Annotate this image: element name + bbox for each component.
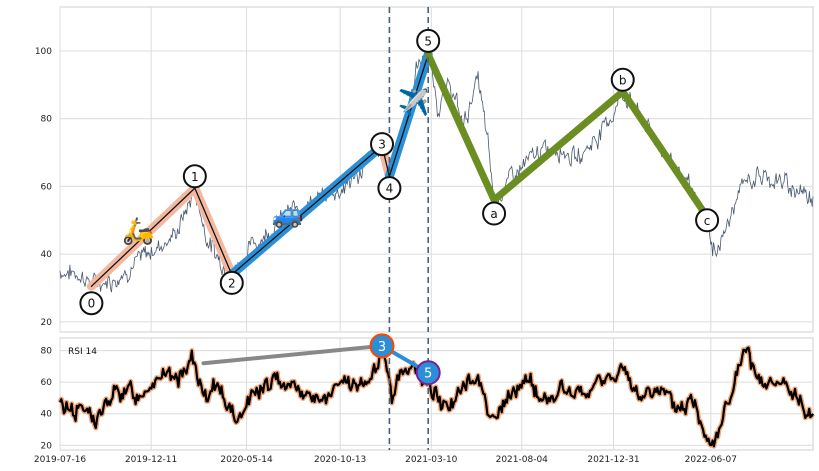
impulse-wave-core [388,53,429,177]
correction-wave-segment [424,50,498,204]
rsi-y-tick-label: 40 [41,410,53,420]
wave-label-text: c [704,214,711,228]
wave-label-text: 0 [88,297,96,311]
x-tick-label: 2019-07-16 [34,455,87,465]
price-y-tick-label: 40 [41,250,53,260]
rsi-y-tick-labels: 20 40 60 80 [41,347,53,452]
x-tick-label: 2022-06-07 [685,455,737,465]
rsi-y-tick-label: 80 [41,347,53,357]
wave-label-circle [416,28,441,53]
x-tick-label: 2021-08-04 [496,455,549,465]
impulse-wave-core [231,145,383,276]
scooter-icon: 🛵 [122,216,154,246]
price-y-tick-label: 100 [35,47,52,57]
x-tick-label: 2021-12-31 [587,455,639,465]
wave-label-text: 2 [228,276,236,290]
correction-wave-segment [490,88,627,204]
vertical-marker-lines [388,7,429,332]
price-series-line [59,43,814,293]
wave-label-circle [610,67,635,92]
rsi-wave-markers: 35 [369,333,441,386]
x-axis-tick-labels: 2019-07-16 2019-12-11 2020-05-14 2020-10-13… [34,455,737,465]
emoji-markers: 🛵 🚙 ✈️ [122,86,430,247]
price-y-tick-labels: 20 40 60 80 100 [35,47,52,328]
wave-label-circle [482,201,507,226]
car-icon: 🚙 [272,200,304,230]
rsi-vertical-marker-lines [388,338,429,450]
wave-label-circle [370,132,395,157]
rsi-wave-marker-circle [369,333,395,359]
wave-label-circle [219,270,244,295]
rsi-divergence-line [201,343,385,366]
x-tick-label: 2020-05-14 [220,455,273,465]
rsi-y-tick-label: 20 [41,441,53,451]
wave-label-circle [377,176,402,201]
rsi-series-label: RSI 14 [68,347,97,357]
wave-label-text: b [619,73,627,87]
airplane-icon: ✈️ [398,86,430,118]
impulse-wave-core [90,187,196,287]
rsi-wave-marker-text: 5 [424,367,432,382]
price-plot-area [59,6,814,333]
rsi-series-line [58,346,814,448]
rsi-wave-marker-text: 3 [378,340,386,355]
price-y-tick-label: 80 [41,115,53,125]
wave-label-text: 3 [378,138,386,152]
price-y-tick-label: 20 [41,318,53,328]
wave-label-text: 5 [424,34,432,48]
correction-wave-segment [619,88,711,221]
wave-label-text: a [490,207,497,221]
impulse-wave-core [194,187,233,276]
rsi-y-tick-label: 60 [41,378,53,388]
price-y-tick-label: 60 [41,182,53,192]
wave-label-circle [182,164,207,189]
wave-label-text: 1 [191,170,199,184]
x-tick-label: 2019-12-11 [125,455,177,465]
rsi-wave-marker-circle [415,360,441,386]
x-tick-label: 2020-10-13 [314,455,366,465]
x-tick-label: 2021-03-10 [405,455,458,465]
wave-label-circle [79,291,104,316]
price-panel: 20 40 60 80 100 🛵 🚙 ✈️ 0 1 2 3 4 5 a b c [35,6,814,333]
wave-label-text: 4 [386,182,394,196]
wave-labels: 0 1 2 3 4 5 a b c [79,28,720,316]
wave-label-circle [695,208,720,233]
